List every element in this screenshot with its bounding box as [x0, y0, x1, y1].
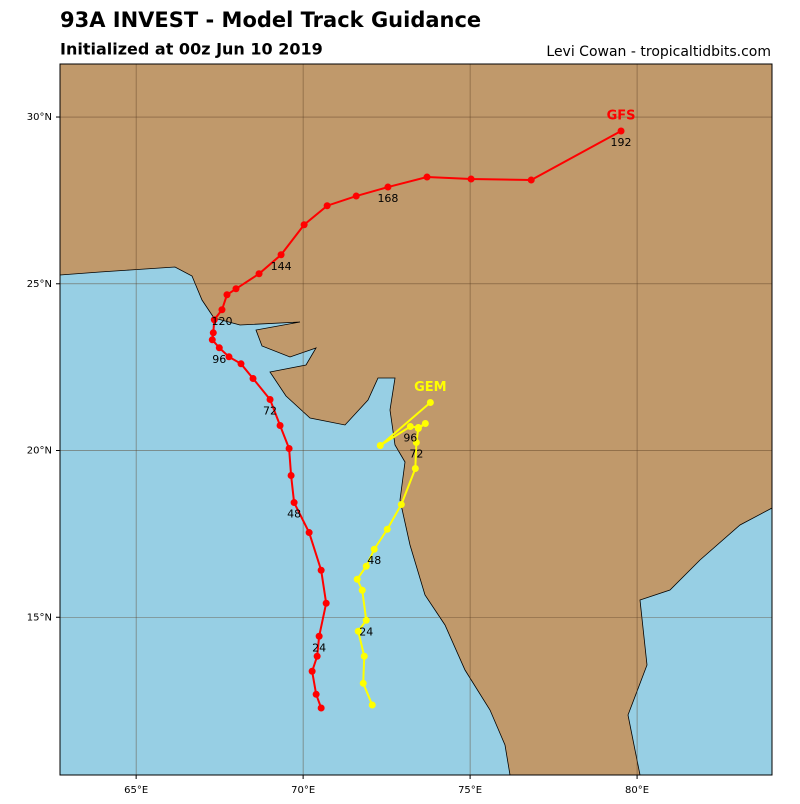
plot-frame [59, 63, 773, 776]
track-point [277, 251, 285, 259]
track-point [287, 472, 295, 480]
y-tick-label: 15°N [27, 612, 52, 623]
track-point [209, 329, 217, 337]
track-point [249, 374, 257, 382]
track-point [467, 175, 475, 183]
bay-of-bengal [627, 507, 772, 775]
track-point [323, 202, 331, 210]
track-point [617, 127, 625, 135]
y-tick-label: 25°N [27, 279, 52, 290]
hour-label: 120 [211, 315, 232, 328]
track-point [308, 667, 316, 675]
track-point [376, 442, 384, 450]
x-tick-label: 80°E [625, 785, 649, 796]
track-point [208, 336, 216, 344]
y-tick-label: 30°N [27, 112, 52, 123]
credit: Levi Cowan - tropicaltidbits.com [546, 44, 771, 60]
track-point [312, 690, 320, 698]
x-tick-label: 65°E [124, 785, 148, 796]
arabian-sea [60, 266, 511, 775]
track-point [397, 501, 405, 509]
track-point [276, 422, 284, 430]
track-point [362, 562, 370, 570]
map [60, 64, 772, 775]
track-point [305, 529, 313, 537]
track-point [315, 632, 323, 640]
chart-subtitle: Initialized at 00z Jun 10 2019 [60, 40, 323, 59]
track-point [411, 465, 419, 473]
track-point [317, 566, 325, 574]
track-point [313, 652, 321, 660]
hour-label: 192 [611, 136, 632, 149]
chart-title: 93A INVEST - Model Track Guidance [60, 8, 481, 32]
track-point [421, 420, 429, 428]
track-point [527, 176, 535, 184]
x-tick-label: 75°E [458, 785, 482, 796]
track-point [368, 701, 376, 709]
track-point [225, 353, 233, 361]
track-point [358, 586, 366, 594]
y-tick-label: 20°N [27, 446, 52, 457]
track-point [359, 679, 367, 687]
track-point [266, 395, 274, 403]
track-point [210, 316, 218, 324]
track-point [317, 704, 325, 712]
track-point [352, 192, 360, 200]
track-point [362, 616, 370, 624]
track-point [255, 270, 263, 278]
track-point [423, 173, 431, 181]
track-point [322, 599, 330, 607]
track-point [218, 306, 226, 314]
track-point [223, 291, 231, 299]
hour-label: 168 [377, 192, 398, 205]
track-point [300, 221, 308, 229]
hour-label: 48 [367, 554, 381, 567]
track-point [384, 183, 392, 191]
hour-label: 72 [263, 404, 277, 417]
model-label: GEM [414, 380, 447, 395]
x-tick-label: 70°E [291, 785, 315, 796]
track-point [290, 499, 298, 507]
hour-label: 24 [359, 625, 373, 638]
track-point [232, 285, 240, 293]
hour-label: 48 [287, 508, 301, 521]
track-point [354, 627, 362, 635]
hour-label: 96 [403, 432, 417, 445]
track-point [383, 525, 391, 533]
track-point [412, 439, 420, 447]
track-point [237, 360, 245, 368]
track-point [360, 652, 368, 660]
model-label: GFS [607, 109, 636, 124]
track-point [426, 398, 434, 406]
track-point [353, 575, 361, 583]
track-point [406, 423, 414, 431]
hour-label: 72 [409, 448, 423, 461]
track-point [215, 344, 223, 352]
track-point [285, 445, 293, 453]
hour-label: 96 [212, 353, 226, 366]
track-point [414, 424, 422, 432]
hour-label: 24 [312, 641, 326, 654]
track-point [370, 545, 378, 553]
hour-label: 144 [271, 260, 292, 273]
